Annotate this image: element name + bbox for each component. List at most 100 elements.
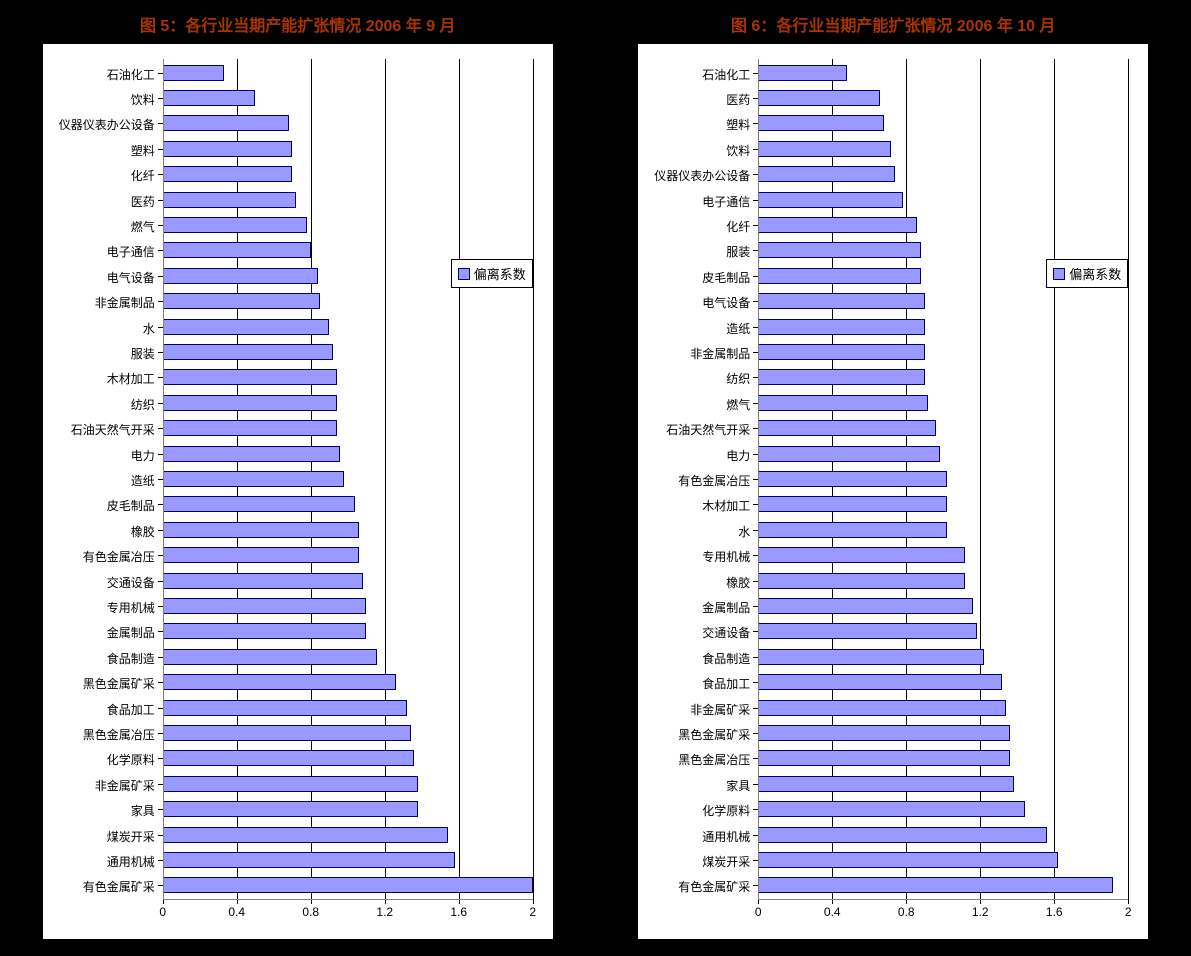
- category-label: 通用机械: [702, 828, 750, 845]
- category-label: 食品制造: [107, 650, 155, 667]
- y-tick-mark: [158, 885, 163, 886]
- category-label: 食品加工: [107, 701, 155, 718]
- category-label: 通用机械: [107, 853, 155, 870]
- y-tick-mark: [753, 682, 758, 683]
- y-tick-mark: [753, 377, 758, 378]
- bar: [163, 750, 415, 766]
- bar: [758, 395, 928, 411]
- category-label: 纺织: [131, 396, 155, 413]
- chart-panel-6: 图 6：各行业当期产能扩张情况 2006 年 10 月 00.40.81.21.…: [596, 0, 1191, 956]
- bar: [163, 242, 311, 258]
- category-label: 塑料: [131, 142, 155, 159]
- bar: [163, 90, 256, 106]
- category-label: 交通设备: [702, 624, 750, 641]
- gridline: [385, 59, 386, 899]
- bar: [163, 344, 333, 360]
- y-tick-mark: [753, 657, 758, 658]
- bar: [163, 192, 296, 208]
- bar: [758, 90, 880, 106]
- bar: [163, 166, 293, 182]
- y-tick-mark: [753, 301, 758, 302]
- y-tick-mark: [753, 174, 758, 175]
- bar: [163, 598, 367, 614]
- category-label: 塑料: [726, 116, 750, 133]
- y-tick-mark: [158, 809, 163, 810]
- category-label: 皮毛制品: [107, 497, 155, 514]
- chart-panel-5: 图 5：各行业当期产能扩张情况 2006 年 9 月 00.40.81.21.6…: [0, 0, 596, 956]
- plot-area: [758, 59, 1128, 899]
- bar: [163, 217, 307, 233]
- bar: [758, 573, 965, 589]
- y-axis-line: [758, 59, 759, 899]
- y-tick-mark: [753, 555, 758, 556]
- y-tick-mark: [753, 327, 758, 328]
- chart-title-5: 图 5：各行业当期产能扩张情况 2006 年 9 月: [0, 12, 596, 36]
- bar: [758, 598, 973, 614]
- y-tick-mark: [158, 225, 163, 226]
- gridline: [1054, 59, 1055, 899]
- y-tick-mark: [158, 327, 163, 328]
- y-tick-mark: [158, 479, 163, 480]
- legend-swatch: [458, 268, 470, 280]
- category-label: 黑色金属冶压: [83, 726, 155, 743]
- bar: [163, 522, 359, 538]
- category-label: 燃气: [726, 396, 750, 413]
- bar: [163, 293, 320, 309]
- x-axis-line: [163, 899, 533, 900]
- category-label: 化纤: [726, 218, 750, 235]
- x-tick-label: 1.6: [450, 905, 467, 919]
- category-label: 煤炭开采: [107, 828, 155, 845]
- x-tick-label: 0.4: [228, 905, 245, 919]
- category-label: 橡胶: [131, 523, 155, 540]
- y-tick-mark: [753, 784, 758, 785]
- category-label: 有色金属矿采: [83, 878, 155, 895]
- y-tick-mark: [158, 581, 163, 582]
- gridline: [980, 59, 981, 899]
- category-label: 石油天然气开采: [71, 421, 155, 438]
- category-label: 有色金属矿采: [678, 878, 750, 895]
- category-label: 水: [738, 523, 750, 540]
- category-label: 电力: [131, 447, 155, 464]
- y-tick-mark: [753, 352, 758, 353]
- gridline: [459, 59, 460, 899]
- category-label: 医药: [726, 91, 750, 108]
- bar: [758, 293, 925, 309]
- bar: [758, 522, 947, 538]
- y-tick-mark: [158, 758, 163, 759]
- y-axis-line: [163, 59, 164, 899]
- y-tick-mark: [158, 149, 163, 150]
- bar: [758, 649, 984, 665]
- bar: [758, 166, 895, 182]
- category-label: 专用机械: [107, 599, 155, 616]
- category-label: 石油天然气开采: [666, 421, 750, 438]
- y-tick-mark: [158, 454, 163, 455]
- category-label: 有色金属冶压: [83, 548, 155, 565]
- category-label: 金属制品: [107, 624, 155, 641]
- y-tick-mark: [158, 377, 163, 378]
- category-label: 黑色金属冶压: [678, 751, 750, 768]
- x-tick-mark: [1128, 899, 1129, 904]
- gridline: [533, 59, 534, 899]
- bar: [758, 268, 921, 284]
- x-tick-label: 1.6: [1046, 905, 1063, 919]
- y-tick-mark: [753, 835, 758, 836]
- y-tick-mark: [753, 758, 758, 759]
- bar: [163, 65, 224, 81]
- y-tick-mark: [753, 225, 758, 226]
- y-tick-mark: [158, 428, 163, 429]
- plot-area: [163, 59, 533, 899]
- y-tick-mark: [158, 555, 163, 556]
- category-label: 仪器仪表办公设备: [654, 167, 750, 184]
- bar: [758, 750, 1010, 766]
- category-label: 木材加工: [107, 370, 155, 387]
- bar: [163, 471, 344, 487]
- category-label: 纺织: [726, 370, 750, 387]
- legend-label: 偏离系数: [474, 264, 526, 283]
- y-tick-mark: [753, 73, 758, 74]
- category-label: 皮毛制品: [702, 269, 750, 286]
- x-tick-label: 0: [755, 905, 762, 919]
- y-tick-mark: [158, 631, 163, 632]
- bar: [163, 877, 533, 893]
- category-label: 电子通信: [107, 243, 155, 260]
- x-axis-line: [758, 899, 1128, 900]
